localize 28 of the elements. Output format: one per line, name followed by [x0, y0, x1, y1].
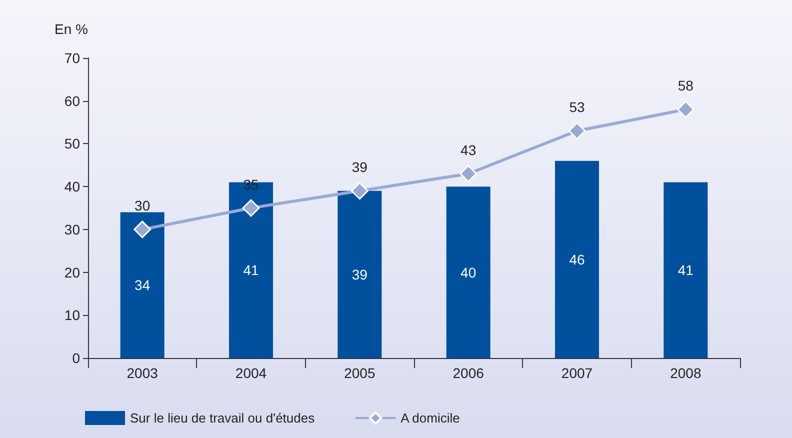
y-tick-label: 10 — [64, 307, 80, 324]
x-tick-label: 2006 — [452, 365, 484, 381]
y-tick-label: 0 — [72, 350, 80, 366]
data-label: 58 — [678, 78, 694, 94]
data-label: 39 — [352, 159, 368, 176]
data-label: 34 — [134, 277, 150, 294]
data-label: 46 — [569, 251, 585, 268]
y-tick-label: 50 — [64, 136, 80, 152]
data-label: 40 — [460, 264, 476, 280]
y-axis-title: En % — [54, 21, 88, 37]
legend-label: A domicile — [400, 410, 460, 426]
x-tick-label: 2007 — [561, 365, 593, 381]
data-label: 41 — [243, 262, 259, 278]
data-label: 53 — [569, 99, 585, 116]
legend-label: Sur le lieu de travail ou d'études — [130, 410, 316, 426]
x-tick-label: 2008 — [670, 365, 702, 381]
x-tick-label: 2004 — [235, 365, 267, 381]
x-tick-label: 2003 — [126, 365, 158, 381]
data-label: 43 — [460, 142, 476, 158]
y-tick-label: 70 — [64, 50, 80, 66]
x-tick-label: 2005 — [344, 365, 376, 381]
y-tick-label: 20 — [64, 264, 80, 280]
y-tick-label: 40 — [64, 178, 80, 195]
y-tick-label: 30 — [64, 221, 80, 238]
data-label: 30 — [134, 198, 150, 214]
data-label: 41 — [678, 262, 694, 278]
data-label: 39 — [352, 266, 368, 282]
y-tick-label: 60 — [64, 92, 80, 109]
